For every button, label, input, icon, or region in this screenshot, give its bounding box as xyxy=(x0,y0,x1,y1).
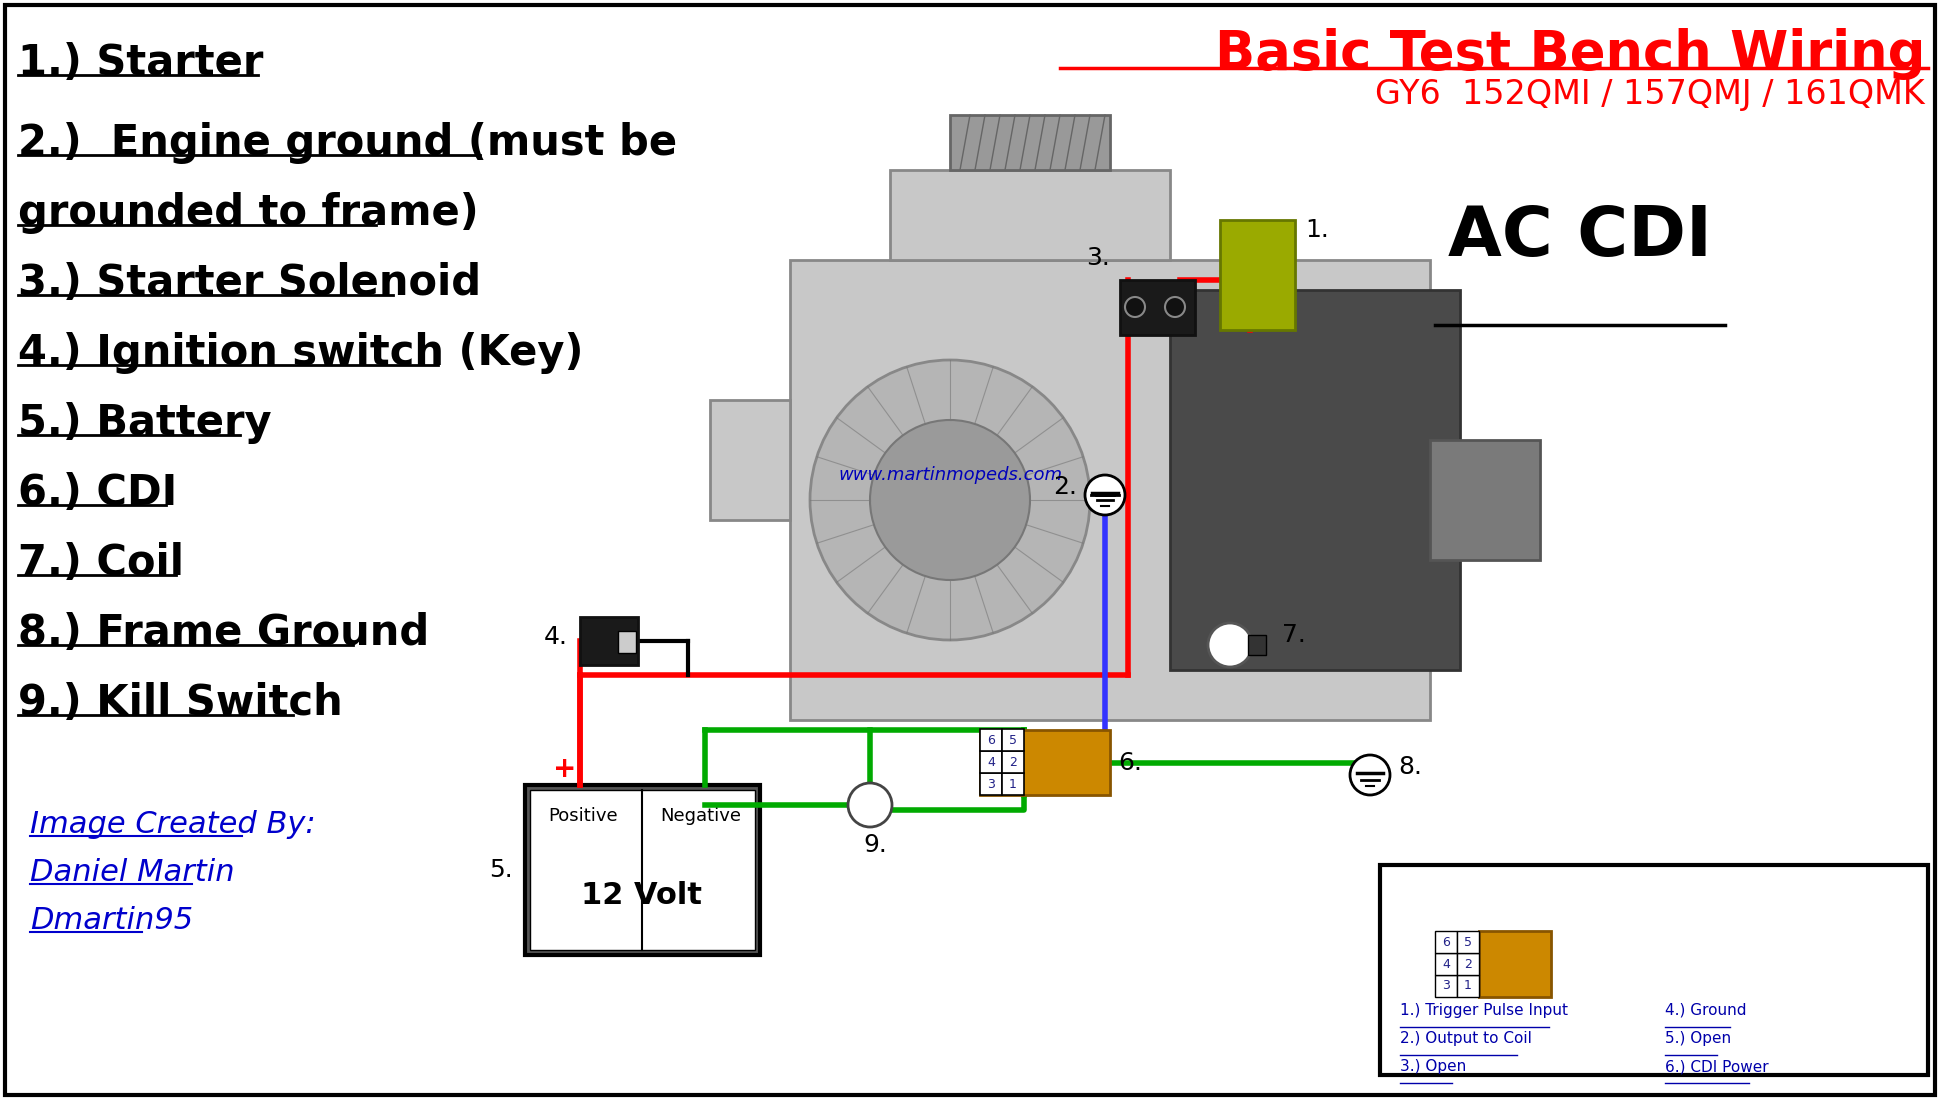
Text: 6: 6 xyxy=(987,734,995,747)
Text: 9.) Kill Switch: 9.) Kill Switch xyxy=(17,682,343,724)
Text: 3.: 3. xyxy=(1086,246,1109,270)
Text: Basic Test Bench Wiring: Basic Test Bench Wiring xyxy=(1214,28,1923,80)
Text: 6.) CDI: 6.) CDI xyxy=(17,472,176,514)
Bar xyxy=(979,751,1001,773)
Circle shape xyxy=(1350,755,1388,795)
Bar xyxy=(1001,773,1024,795)
Bar xyxy=(979,729,1001,751)
Bar xyxy=(710,400,789,520)
Text: Dmartin95: Dmartin95 xyxy=(29,906,194,935)
Text: 1.) Starter: 1.) Starter xyxy=(17,42,264,84)
Text: 7.: 7. xyxy=(1282,623,1305,647)
Text: grounded to frame): grounded to frame) xyxy=(17,192,479,234)
Text: +: + xyxy=(553,755,576,783)
Bar xyxy=(1456,975,1478,997)
Text: 3.) Starter Solenoid: 3.) Starter Solenoid xyxy=(17,262,481,304)
Text: 5: 5 xyxy=(1008,734,1016,747)
Bar xyxy=(1429,440,1540,560)
Bar xyxy=(979,773,1001,795)
Text: 3: 3 xyxy=(987,778,995,791)
Circle shape xyxy=(869,420,1030,580)
Text: Daniel Martin: Daniel Martin xyxy=(29,858,235,887)
Text: 4.: 4. xyxy=(543,625,568,649)
Text: 1: 1 xyxy=(1008,778,1016,791)
Bar xyxy=(1247,635,1266,654)
Bar xyxy=(979,730,1109,795)
Text: 5.) Open: 5.) Open xyxy=(1664,1031,1730,1046)
Circle shape xyxy=(847,783,892,827)
Bar xyxy=(1435,931,1456,953)
Text: 12 Volt: 12 Volt xyxy=(582,880,702,910)
Text: www.martinmopeds.com: www.martinmopeds.com xyxy=(838,466,1061,484)
Circle shape xyxy=(1084,475,1125,515)
Circle shape xyxy=(1165,297,1185,317)
Text: AC CDI: AC CDI xyxy=(1446,204,1710,270)
Text: 1: 1 xyxy=(1464,979,1472,992)
Text: 3: 3 xyxy=(1441,979,1448,992)
Bar xyxy=(580,617,638,666)
Text: 4.) Ignition switch (Key): 4.) Ignition switch (Key) xyxy=(17,332,584,374)
Bar xyxy=(529,790,754,950)
Text: Negative: Negative xyxy=(659,807,741,825)
Bar xyxy=(1435,953,1456,975)
Text: 4: 4 xyxy=(1441,957,1448,970)
Text: 2.: 2. xyxy=(1053,475,1076,499)
Bar xyxy=(1456,953,1478,975)
Bar xyxy=(789,260,1429,720)
Text: 5: 5 xyxy=(1464,935,1472,948)
Text: 2.) Output to Coil: 2.) Output to Coil xyxy=(1400,1031,1532,1046)
Text: 8.) Frame Ground: 8.) Frame Ground xyxy=(17,612,429,654)
Text: 6.) CDI Power: 6.) CDI Power xyxy=(1664,1059,1768,1074)
Text: GY6  152QMI / 157QMJ / 161QMK: GY6 152QMI / 157QMJ / 161QMK xyxy=(1375,78,1923,111)
Text: 6.: 6. xyxy=(1117,751,1142,776)
Text: 5.: 5. xyxy=(489,858,512,882)
Text: 5.) Battery: 5.) Battery xyxy=(17,402,271,444)
Text: Positive: Positive xyxy=(549,807,617,825)
Text: Image Created By:: Image Created By: xyxy=(29,810,316,839)
Text: 4.) Ground: 4.) Ground xyxy=(1664,1003,1745,1018)
Bar xyxy=(1001,751,1024,773)
Bar xyxy=(950,116,1109,170)
Text: 8.: 8. xyxy=(1398,755,1421,779)
Bar xyxy=(619,631,636,653)
Bar xyxy=(1379,865,1927,1075)
Text: 2: 2 xyxy=(1008,756,1016,769)
Text: 6: 6 xyxy=(1441,935,1448,948)
Circle shape xyxy=(811,360,1090,640)
Text: 3.) Open: 3.) Open xyxy=(1400,1059,1466,1074)
Text: 4: 4 xyxy=(987,756,995,769)
Text: 1.) Trigger Pulse Input: 1.) Trigger Pulse Input xyxy=(1400,1003,1567,1018)
Bar xyxy=(1478,931,1549,997)
Bar xyxy=(1220,220,1295,330)
Bar xyxy=(1435,975,1456,997)
Text: 9.: 9. xyxy=(863,833,886,857)
Bar xyxy=(1119,280,1194,336)
Bar xyxy=(1001,729,1024,751)
Text: 2.)  Engine ground (must be: 2.) Engine ground (must be xyxy=(17,122,677,164)
Text: 2: 2 xyxy=(1464,957,1472,970)
Bar xyxy=(890,170,1169,260)
Circle shape xyxy=(1208,623,1251,667)
Text: 1.: 1. xyxy=(1305,218,1328,242)
Bar xyxy=(1169,290,1460,670)
Bar xyxy=(525,785,760,955)
Text: 7.) Coil: 7.) Coil xyxy=(17,542,184,584)
Circle shape xyxy=(1125,297,1144,317)
Bar xyxy=(1456,931,1478,953)
